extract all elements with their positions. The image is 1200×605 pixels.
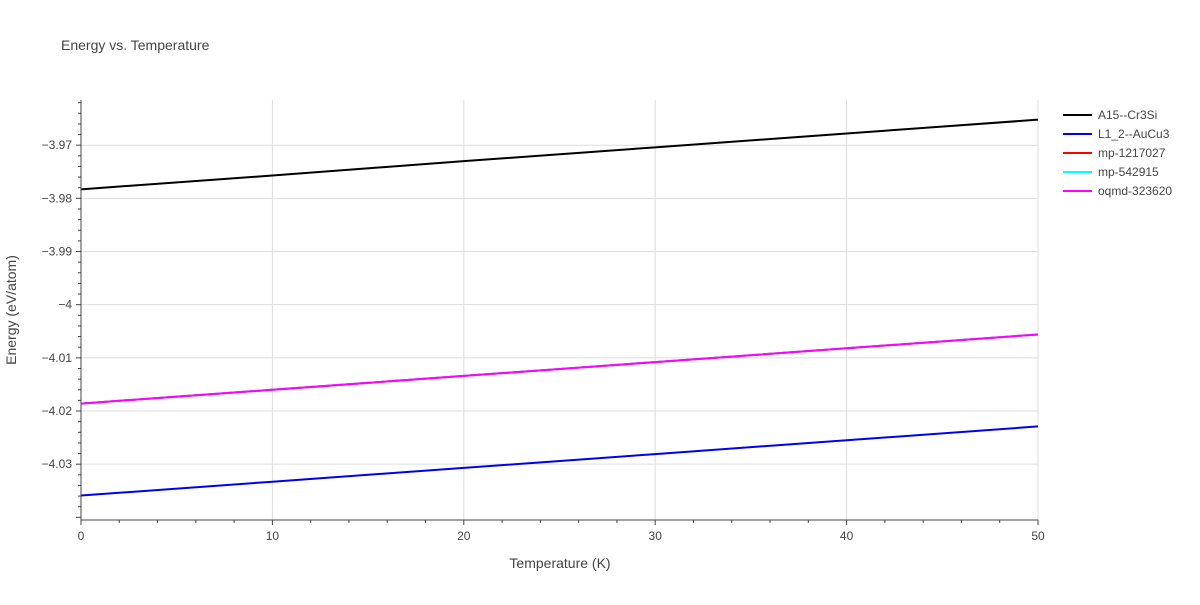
y-axis-title: Energy (eV/atom)	[3, 255, 19, 365]
x-axis-title: Temperature (K)	[509, 555, 610, 571]
y-tick-label: −3.98	[42, 191, 73, 205]
y-tick-label: −4	[58, 298, 72, 312]
chart-title: Energy vs. Temperature	[61, 37, 210, 53]
x-tick-label: 20	[457, 529, 471, 543]
series-lines[interactable]	[80, 118, 1039, 497]
series-line-oqmd-323620[interactable]	[80, 333, 1039, 405]
series-line-L1_2--AuCu3[interactable]	[80, 425, 1039, 497]
x-tick-label: 50	[1031, 529, 1045, 543]
legend-label[interactable]: L1_2--AuCu3	[1098, 127, 1170, 141]
legend-label[interactable]: mp-542915	[1098, 165, 1159, 179]
axes: 0 10 20 30 40 50 −3.97 −3.98 −3.99 −4 −4.01 −4.02 −4…	[42, 100, 1045, 543]
x-tick-label: 0	[78, 529, 85, 543]
series-line-A15--Cr3Si[interactable]	[80, 118, 1039, 191]
y-tick-label: −4.03	[42, 457, 73, 471]
legend-label[interactable]: mp-1217027	[1098, 146, 1166, 160]
gridlines	[81, 100, 1039, 520]
x-tick-label: 10	[266, 529, 280, 543]
legend[interactable]: A15--Cr3Si L1_2--AuCu3 mp-1217027 mp-542915…	[1063, 108, 1172, 198]
y-tick-label: −3.97	[42, 138, 73, 152]
x-tick-label: 40	[840, 529, 854, 543]
y-tick-label: −3.99	[42, 245, 73, 259]
y-tick-label: −4.01	[42, 351, 73, 365]
y-tick-label: −4.02	[42, 404, 73, 418]
x-tick-label: 30	[649, 529, 663, 543]
legend-label[interactable]: A15--Cr3Si	[1098, 108, 1157, 122]
legend-label[interactable]: oqmd-323620	[1098, 184, 1172, 198]
